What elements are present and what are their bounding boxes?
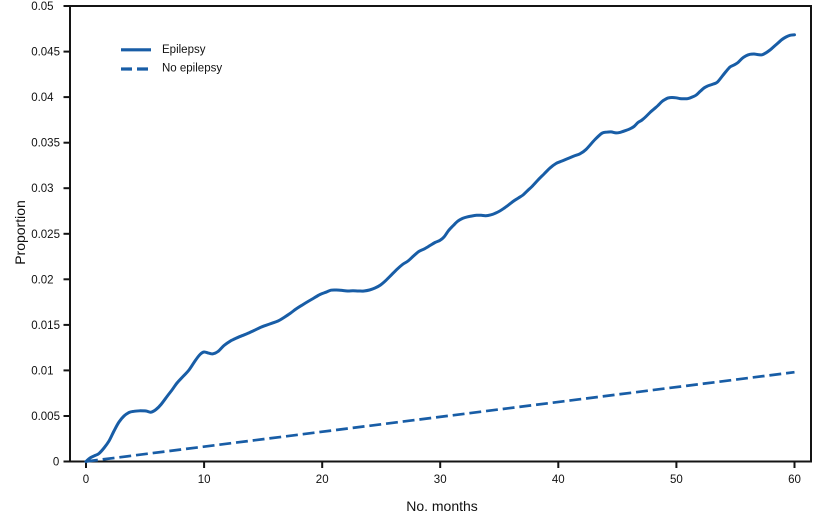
svg-text:60: 60 bbox=[788, 474, 801, 486]
svg-text:0.04: 0.04 bbox=[31, 92, 54, 104]
svg-text:20: 20 bbox=[316, 474, 329, 486]
svg-text:No epilepsy: No epilepsy bbox=[162, 63, 222, 75]
svg-text:0.02: 0.02 bbox=[31, 274, 53, 286]
svg-text:10: 10 bbox=[198, 474, 211, 486]
svg-text:0: 0 bbox=[53, 457, 59, 469]
svg-text:No. months: No. months bbox=[406, 498, 478, 514]
svg-text:0.045: 0.045 bbox=[31, 47, 60, 59]
svg-text:0.03: 0.03 bbox=[31, 183, 53, 195]
svg-text:50: 50 bbox=[670, 474, 683, 486]
svg-text:40: 40 bbox=[552, 474, 565, 486]
svg-text:0.005: 0.005 bbox=[31, 411, 60, 423]
svg-text:0.035: 0.035 bbox=[31, 138, 60, 150]
svg-text:30: 30 bbox=[434, 474, 447, 486]
svg-text:0.05: 0.05 bbox=[31, 1, 53, 13]
svg-text:Epilepsy: Epilepsy bbox=[162, 44, 206, 56]
svg-text:Proportion: Proportion bbox=[12, 200, 28, 265]
svg-text:0: 0 bbox=[83, 474, 89, 486]
svg-text:0.01: 0.01 bbox=[31, 365, 53, 377]
svg-text:0.015: 0.015 bbox=[31, 320, 60, 332]
svg-text:0.025: 0.025 bbox=[31, 229, 60, 241]
